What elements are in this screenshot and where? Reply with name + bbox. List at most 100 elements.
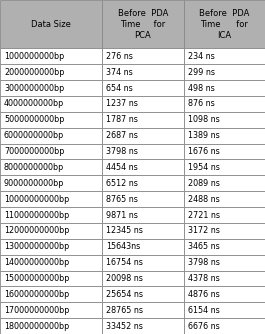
Text: 4876 ns: 4876 ns (188, 290, 219, 299)
Text: 16000000000bp: 16000000000bp (4, 290, 69, 299)
Bar (0, 239, 102, 255)
Bar (0, 287, 102, 302)
Bar (102, 160, 184, 175)
Bar (0, 271, 102, 287)
Bar (102, 191, 184, 207)
Text: 17000000000bp: 17000000000bp (4, 306, 69, 315)
Text: 234 ns: 234 ns (188, 52, 214, 61)
Text: 15643ns: 15643ns (106, 242, 140, 251)
Text: 9871 ns: 9871 ns (106, 210, 138, 219)
Text: 2687 ns: 2687 ns (106, 131, 138, 140)
Text: 6154 ns: 6154 ns (188, 306, 219, 315)
Text: 4000000000bp: 4000000000bp (4, 100, 64, 109)
Text: 2488 ns: 2488 ns (188, 195, 219, 204)
Text: 18000000000bp: 18000000000bp (4, 322, 69, 331)
Text: 8765 ns: 8765 ns (106, 195, 138, 204)
Text: 1676 ns: 1676 ns (188, 147, 219, 156)
Bar (0, 112, 102, 128)
Text: Before  PDA
Time      for
ICA: Before PDA Time for ICA (199, 9, 250, 40)
Bar (184, 255, 265, 271)
Bar (0, 0, 102, 48)
Bar (184, 287, 265, 302)
Bar (102, 302, 184, 318)
Text: 12345 ns: 12345 ns (106, 226, 143, 235)
Text: 14000000000bp: 14000000000bp (4, 258, 69, 267)
Bar (102, 287, 184, 302)
Text: 11000000000bp: 11000000000bp (4, 210, 69, 219)
Text: 4454 ns: 4454 ns (106, 163, 138, 172)
Text: 3798 ns: 3798 ns (106, 147, 138, 156)
Text: 2089 ns: 2089 ns (188, 179, 219, 188)
Bar (0, 255, 102, 271)
Bar (102, 64, 184, 80)
Bar (102, 318, 184, 334)
Bar (184, 271, 265, 287)
Bar (184, 302, 265, 318)
Text: 16754 ns: 16754 ns (106, 258, 143, 267)
Text: 7000000000bp: 7000000000bp (4, 147, 64, 156)
Text: 20098 ns: 20098 ns (106, 274, 143, 283)
Text: 4378 ns: 4378 ns (188, 274, 219, 283)
Bar (0, 80, 102, 96)
Text: 10000000000bp: 10000000000bp (4, 195, 69, 204)
Text: 276 ns: 276 ns (106, 52, 133, 61)
Text: 1000000000bp: 1000000000bp (4, 52, 64, 61)
Text: 6000000000bp: 6000000000bp (4, 131, 64, 140)
Bar (184, 191, 265, 207)
Bar (184, 80, 265, 96)
Text: 3465 ns: 3465 ns (188, 242, 219, 251)
Text: 3000000000bp: 3000000000bp (4, 84, 64, 93)
Text: 3798 ns: 3798 ns (188, 258, 219, 267)
Bar (184, 112, 265, 128)
Text: 13000000000bp: 13000000000bp (4, 242, 69, 251)
Text: 876 ns: 876 ns (188, 100, 214, 109)
Bar (102, 207, 184, 223)
Bar (102, 48, 184, 64)
Bar (102, 223, 184, 239)
Bar (102, 112, 184, 128)
Bar (0, 175, 102, 191)
Bar (0, 223, 102, 239)
Bar (102, 128, 184, 144)
Text: 1389 ns: 1389 ns (188, 131, 219, 140)
Text: 1787 ns: 1787 ns (106, 115, 138, 124)
Text: 3172 ns: 3172 ns (188, 226, 219, 235)
Bar (184, 223, 265, 239)
Bar (0, 128, 102, 144)
Text: 6512 ns: 6512 ns (106, 179, 138, 188)
Bar (184, 0, 265, 48)
Text: 8000000000bp: 8000000000bp (4, 163, 64, 172)
Bar (0, 318, 102, 334)
Bar (0, 48, 102, 64)
Bar (102, 0, 184, 48)
Text: Data Size: Data Size (31, 20, 71, 29)
Bar (0, 144, 102, 160)
Text: 28765 ns: 28765 ns (106, 306, 143, 315)
Text: 1954 ns: 1954 ns (188, 163, 219, 172)
Bar (184, 239, 265, 255)
Bar (0, 207, 102, 223)
Text: 374 ns: 374 ns (106, 68, 133, 77)
Bar (0, 160, 102, 175)
Text: 654 ns: 654 ns (106, 84, 133, 93)
Text: 9000000000bp: 9000000000bp (4, 179, 64, 188)
Text: 25654 ns: 25654 ns (106, 290, 143, 299)
Bar (0, 96, 102, 112)
Bar (102, 144, 184, 160)
Bar (184, 160, 265, 175)
Bar (102, 96, 184, 112)
Text: 6676 ns: 6676 ns (188, 322, 219, 331)
Text: 498 ns: 498 ns (188, 84, 214, 93)
Text: 2000000000bp: 2000000000bp (4, 68, 64, 77)
Text: 5000000000bp: 5000000000bp (4, 115, 64, 124)
Text: 2721 ns: 2721 ns (188, 210, 220, 219)
Bar (184, 207, 265, 223)
Text: 1098 ns: 1098 ns (188, 115, 219, 124)
Text: 299 ns: 299 ns (188, 68, 215, 77)
Bar (102, 80, 184, 96)
Bar (184, 128, 265, 144)
Bar (184, 144, 265, 160)
Bar (0, 302, 102, 318)
Bar (102, 239, 184, 255)
Text: 1237 ns: 1237 ns (106, 100, 138, 109)
